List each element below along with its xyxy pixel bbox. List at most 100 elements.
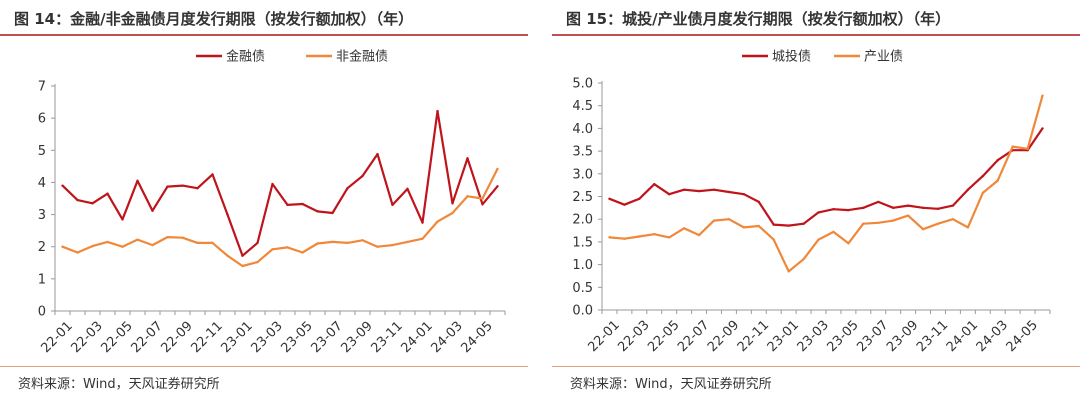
data-point <box>181 236 184 239</box>
x-tick-label: 22-05 <box>645 318 682 355</box>
y-tick-label: 1.5 <box>572 235 593 250</box>
data-point <box>91 202 94 205</box>
data-point <box>166 235 169 239</box>
data-point <box>331 211 334 215</box>
x-tick-label: 22-11 <box>735 318 772 355</box>
data-point <box>712 188 716 191</box>
source-note: 资料来源：Wind，天风证券研究所 <box>18 377 220 392</box>
data-point <box>466 157 469 160</box>
data-point <box>271 248 274 251</box>
data-point <box>136 238 139 241</box>
data-point <box>466 195 469 198</box>
data-point <box>211 241 214 245</box>
y-tick-label: 0.5 <box>572 281 593 296</box>
source-bar: 资料来源：Wind，天风证券研究所 <box>552 366 1080 392</box>
data-point <box>346 241 349 245</box>
data-point <box>936 207 940 210</box>
x-tick-label: 24-03 <box>974 318 1011 355</box>
data-point <box>727 190 731 194</box>
data-point <box>638 235 641 238</box>
data-point <box>406 240 409 244</box>
data-point <box>847 208 850 212</box>
data-point <box>608 197 611 200</box>
y-tick-label: 3 <box>38 208 46 223</box>
data-point <box>496 167 499 171</box>
data-point <box>256 241 259 245</box>
x-tick-label: 23-11 <box>369 319 406 356</box>
source-bar: 资料来源：Wind，天风证券研究所 <box>0 366 528 392</box>
data-point <box>316 242 319 245</box>
data-point <box>682 188 686 191</box>
data-point <box>921 227 925 231</box>
data-point <box>712 219 716 222</box>
data-point <box>966 188 970 191</box>
data-point <box>668 193 671 196</box>
data-point <box>832 208 835 211</box>
legend-label: 城投债 <box>772 49 811 65</box>
chart-panel-left: 图 14：金融/非金融债月度发行期限（按发行额加权）（年） 0 1 2 3 4 5 6 7 22… <box>0 0 528 403</box>
chart-panel-right: 图 15：城投/产业债月度发行期限（按发行额加权）（年） 0.0 0.5 1.0 1.… <box>552 0 1080 403</box>
data-point <box>226 213 229 216</box>
data-point <box>877 221 880 225</box>
y-tick-label: 4.0 <box>572 122 593 137</box>
series-line-secondary <box>609 95 1044 273</box>
data-point <box>286 203 289 207</box>
data-point <box>638 197 641 200</box>
data-point <box>727 218 731 221</box>
y-tick-label: 3.5 <box>572 145 593 160</box>
data-point <box>996 158 999 162</box>
data-point <box>196 187 199 190</box>
data-point <box>951 218 955 221</box>
data-point <box>451 211 454 215</box>
data-point <box>421 237 424 240</box>
data-point <box>921 206 925 210</box>
data-point <box>481 197 484 200</box>
x-tick-label: 23-07 <box>854 318 891 355</box>
data-point <box>496 185 499 188</box>
data-point <box>653 232 656 236</box>
data-point <box>451 202 454 205</box>
data-point <box>787 224 790 227</box>
chart-title-bar: 图 14：金融/非金融债月度发行期限（按发行额加权）（年） <box>0 0 528 36</box>
data-point <box>877 200 880 204</box>
data-point <box>772 238 775 241</box>
data-point <box>608 236 611 239</box>
x-tick-label: 22-07 <box>129 319 166 356</box>
y-tick-label: 4.5 <box>572 99 593 114</box>
data-point <box>892 219 895 222</box>
data-point <box>436 220 439 223</box>
x-tick-label: 22-03 <box>69 319 106 356</box>
x-tick-label: 22-07 <box>675 318 712 355</box>
y-tick-label: 0.0 <box>572 304 593 319</box>
chart-title: 图 15：城投/产业债月度发行期限（按发行额加权）（年） <box>566 10 951 28</box>
y-tick-label: 6 <box>38 112 46 127</box>
x-tick-label: 23-11 <box>914 318 951 355</box>
y-tick-label: 0 <box>38 305 46 320</box>
x-tick-label: 24-05 <box>1004 318 1041 355</box>
data-point <box>241 264 244 268</box>
data-point <box>106 192 109 195</box>
x-tick-label: 22-01 <box>39 319 76 356</box>
x-tick-label: 23-09 <box>339 319 376 356</box>
series-line-primary <box>609 127 1044 227</box>
series-line-secondary <box>62 168 499 268</box>
data-point <box>316 210 319 213</box>
data-point <box>623 203 626 206</box>
data-point <box>1011 145 1014 148</box>
x-tick-label: 23-01 <box>765 318 802 355</box>
data-point <box>91 244 94 248</box>
legend-label: 金融债 <box>226 49 265 65</box>
data-point <box>817 211 820 214</box>
x-tick-label: 23-03 <box>249 319 286 356</box>
data-point <box>226 254 229 257</box>
y-tick-label: 4 <box>38 176 46 191</box>
y-tick-label: 3.0 <box>572 167 593 182</box>
data-point <box>623 237 626 240</box>
y-tick-label: 2 <box>38 240 46 255</box>
data-point <box>996 179 999 182</box>
x-tick-label: 23-03 <box>795 318 832 355</box>
x-tick-label: 23-01 <box>219 319 256 356</box>
data-point <box>697 189 701 193</box>
data-point <box>772 223 775 226</box>
data-point <box>151 243 154 247</box>
